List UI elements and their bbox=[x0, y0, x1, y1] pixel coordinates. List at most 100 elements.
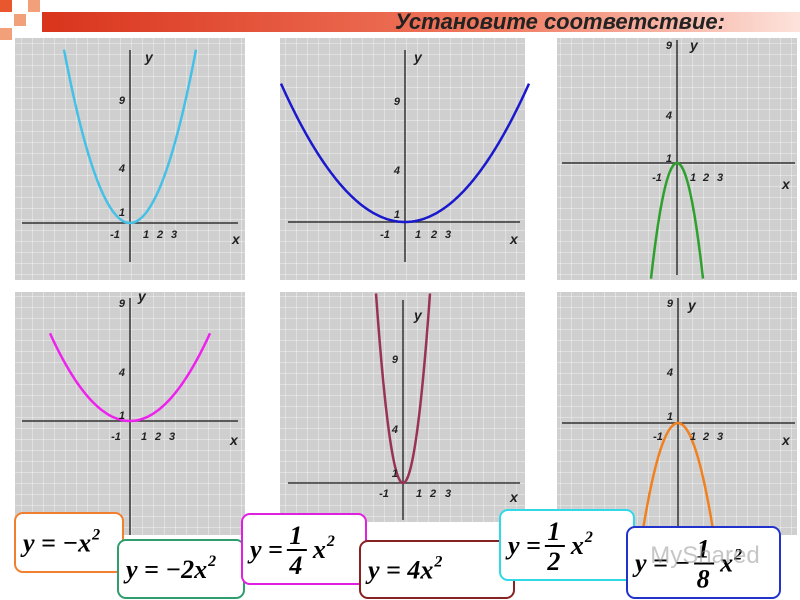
parabola bbox=[640, 421, 716, 536]
fraction-denominator: 8 bbox=[697, 565, 710, 594]
x-tick-label: 2 bbox=[702, 431, 709, 443]
fraction-denominator: 4 bbox=[288, 551, 302, 580]
y-axis-label: у bbox=[413, 49, 423, 65]
y-tick-label: 9 bbox=[666, 40, 673, 52]
x-tick-label: 2 bbox=[429, 488, 436, 500]
y-tick-label: 4 bbox=[666, 367, 673, 379]
parabola bbox=[279, 83, 531, 224]
x-axis-label: х bbox=[781, 176, 791, 192]
x-tick-label: 1 bbox=[143, 229, 149, 241]
x-tick-label: 2 bbox=[430, 229, 437, 241]
y-tick-label: 4 bbox=[393, 165, 400, 177]
x-axis-label: х bbox=[509, 489, 519, 505]
exponent: 2 bbox=[433, 554, 442, 571]
graph-panel: 941-1 1 2 3ух bbox=[557, 292, 797, 536]
formula-box: y = −x 2 bbox=[14, 512, 124, 573]
formula-box: y = −18x 2 bbox=[626, 526, 781, 599]
x-tick-label: -1 bbox=[379, 488, 389, 500]
formula-box: y = −2x 2 bbox=[117, 539, 245, 599]
x-tick-label: -1 bbox=[111, 431, 121, 443]
y-tick-label: 1 bbox=[667, 411, 673, 423]
formula-text: y = bbox=[505, 531, 541, 560]
graph-panel: 941-1 1 2 3ух bbox=[557, 37, 797, 280]
y-tick-label: 4 bbox=[118, 163, 125, 175]
y-tick-label: 9 bbox=[667, 298, 674, 310]
y-tick-label: 4 bbox=[118, 367, 125, 379]
x-tick-label: 3 bbox=[445, 229, 451, 241]
x-tick-label: -1 bbox=[110, 229, 120, 241]
graph-panel: 941-1 1 2 3ух bbox=[279, 38, 531, 280]
exponent: 2 bbox=[584, 529, 593, 546]
x-tick-label: 3 bbox=[171, 229, 177, 241]
exponent: 2 bbox=[326, 533, 335, 550]
y-tick-label: 9 bbox=[392, 354, 399, 366]
formula-text: y = 4x bbox=[365, 556, 433, 585]
x-tick-label: -1 bbox=[653, 431, 663, 443]
y-tick-label: 9 bbox=[394, 96, 401, 108]
y-tick-label: 1 bbox=[119, 410, 125, 422]
x-axis-label: х bbox=[781, 432, 791, 448]
formula-text: x bbox=[570, 531, 584, 560]
y-axis-label: у bbox=[689, 37, 699, 53]
y-tick-label: 1 bbox=[119, 207, 125, 219]
x-tick-label: 2 bbox=[702, 172, 709, 184]
formula-text: y = bbox=[247, 535, 283, 564]
x-tick-label: 3 bbox=[717, 431, 723, 443]
title: Установите соответствие: bbox=[395, 9, 725, 34]
x-tick-label: 2 bbox=[156, 229, 163, 241]
y-tick-label: 4 bbox=[665, 110, 672, 122]
y-axis-label: у bbox=[687, 297, 697, 313]
deco-square bbox=[14, 14, 26, 26]
formula-text: y = −2x bbox=[123, 555, 207, 584]
x-axis-label: х bbox=[229, 432, 239, 448]
y-axis-label: у bbox=[144, 49, 154, 65]
x-tick-label: 1 bbox=[690, 172, 696, 184]
deco-square bbox=[28, 0, 40, 12]
formula-text: y = −x bbox=[20, 529, 91, 558]
x-axis-label: х bbox=[509, 231, 519, 247]
formula-box: y = 14x 2 bbox=[241, 513, 367, 585]
x-tick-label: 1 bbox=[415, 229, 421, 241]
fraction-denominator: 2 bbox=[546, 547, 560, 576]
parabola bbox=[62, 49, 198, 225]
parabola bbox=[374, 293, 432, 485]
watermark: MyShared bbox=[650, 542, 759, 569]
x-tick-label: 1 bbox=[690, 431, 696, 443]
header-bar bbox=[42, 12, 800, 32]
graph-panel: 941-1 1 2 3ух bbox=[15, 288, 245, 535]
formula-box: y = 12x 2 bbox=[499, 509, 635, 581]
graph-panel: 941-1 1 2 3ух bbox=[280, 292, 525, 522]
deco-square bbox=[0, 28, 12, 40]
x-tick-label: 2 bbox=[154, 431, 161, 443]
y-tick-label: 9 bbox=[119, 298, 126, 310]
formula-text: y = − bbox=[632, 549, 690, 578]
fraction-numerator: 1 bbox=[289, 521, 302, 550]
fraction-numerator: 1 bbox=[547, 517, 560, 546]
y-axis-label: у bbox=[413, 307, 423, 323]
exponent: 2 bbox=[733, 547, 742, 564]
parabola bbox=[48, 332, 212, 423]
x-tick-label: -1 bbox=[652, 172, 662, 184]
x-axis-label: х bbox=[231, 231, 241, 247]
x-tick-label: 3 bbox=[445, 488, 451, 500]
x-tick-label: 1 bbox=[141, 431, 147, 443]
formula-text: x bbox=[312, 535, 326, 564]
formula-text: x bbox=[719, 549, 733, 578]
x-tick-label: 1 bbox=[416, 488, 422, 500]
x-tick-label: 3 bbox=[717, 172, 723, 184]
graph-panel: 941-1 1 2 3ух bbox=[15, 38, 245, 280]
formula-box: y = 4x 2 bbox=[359, 540, 515, 599]
y-tick-label: 1 bbox=[666, 153, 672, 165]
grid-background bbox=[557, 292, 797, 535]
y-tick-label: 9 bbox=[119, 95, 126, 107]
deco-square bbox=[0, 0, 12, 12]
x-tick-label: -1 bbox=[380, 229, 390, 241]
y-tick-label: 4 bbox=[391, 424, 398, 436]
y-tick-label: 1 bbox=[392, 468, 398, 480]
x-tick-label: 3 bbox=[169, 431, 175, 443]
parabola bbox=[649, 161, 705, 279]
fraction-numerator: 1 bbox=[697, 535, 710, 564]
exponent: 2 bbox=[207, 553, 216, 570]
y-axis-label: у bbox=[137, 288, 147, 304]
